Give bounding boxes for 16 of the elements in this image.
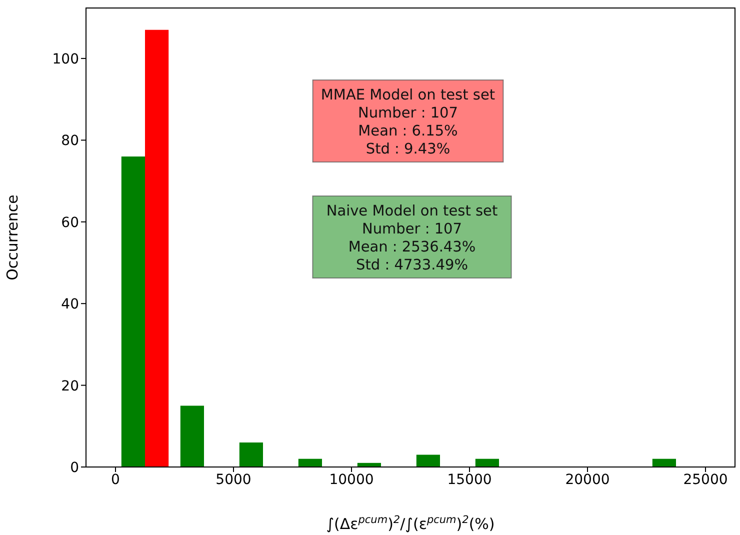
text: ∫(Δε$^{pcum}$)$^{2}$/∫(ε$^{pcum}$)$^{2}$(%) bbox=[326, 514, 495, 533]
x-tick-label: 20000 bbox=[565, 472, 610, 488]
x-tick-label: 25000 bbox=[683, 472, 728, 488]
x-tick-label: 15000 bbox=[447, 472, 492, 488]
y-tick-label: 0 bbox=[70, 460, 79, 476]
x-tick-label: 10000 bbox=[329, 472, 374, 488]
y-tick-label: 80 bbox=[61, 133, 79, 150]
y-tick-label: 60 bbox=[61, 214, 79, 231]
y-tick-label: 40 bbox=[61, 296, 79, 313]
annotation: MMAE Model on test set Number : 107 Mean : 6.15% Std : 9.43% bbox=[320, 87, 496, 158]
annotation: Naive Model on test set Number : 107 Mean : 2536.43% Std : 4733.49% bbox=[326, 203, 498, 274]
y-tick-label: 100 bbox=[52, 51, 79, 68]
x-tick-label: 0 bbox=[111, 472, 120, 488]
y-axis-title: Occurrence bbox=[3, 194, 22, 280]
y-tick-label: 20 bbox=[61, 378, 79, 394]
x-tick-label: 5000 bbox=[216, 472, 252, 488]
